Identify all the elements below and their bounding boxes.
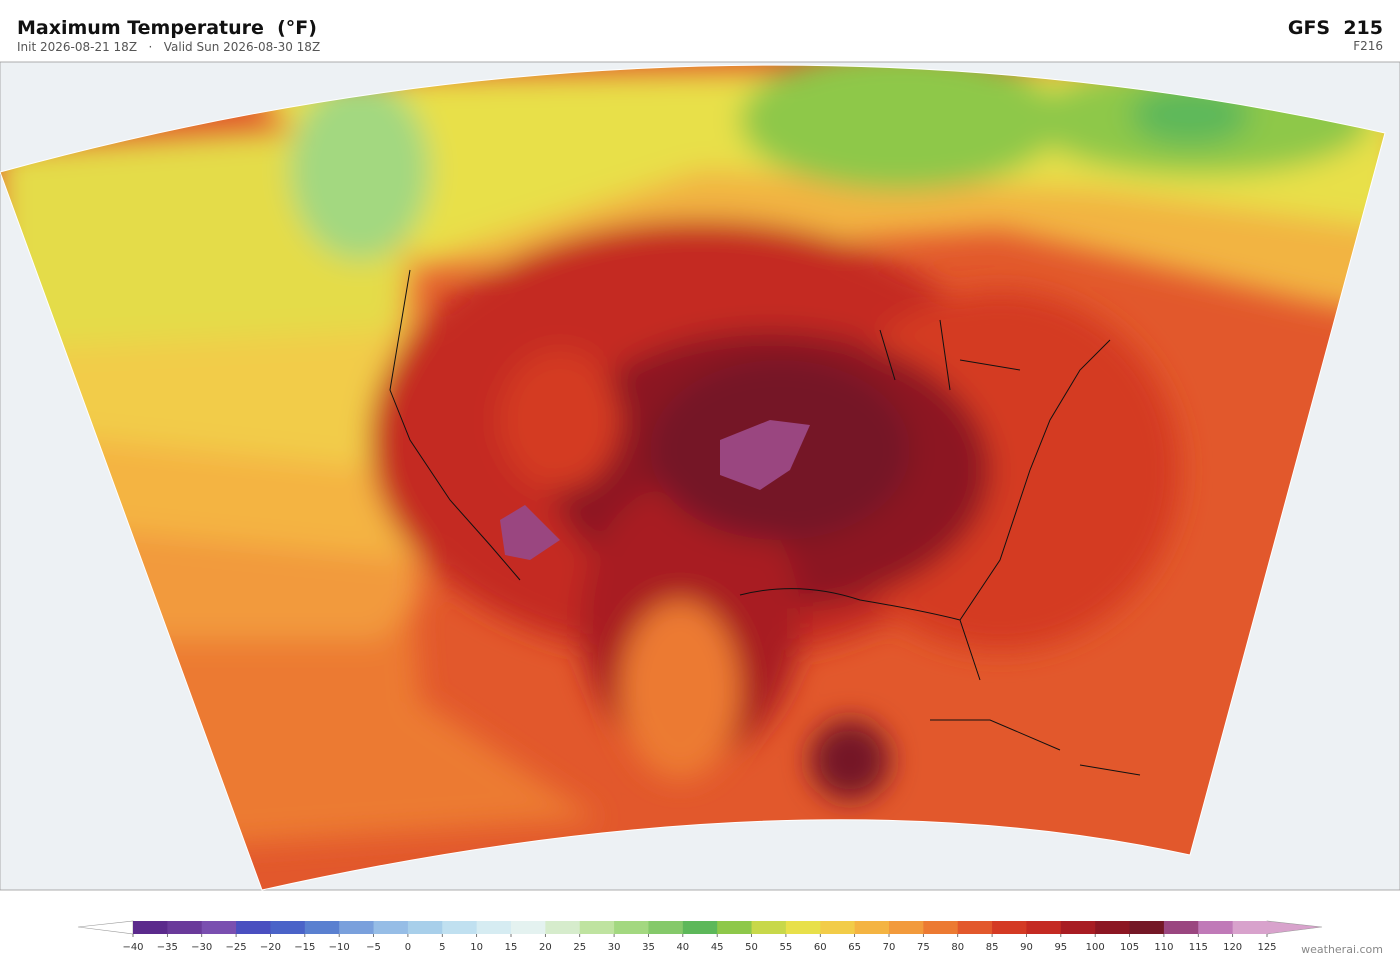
colorbar-tick-label: −35	[157, 942, 178, 953]
colorbar-tick-label: 100	[1086, 942, 1105, 953]
colorbar-tick-label: 65	[848, 942, 861, 953]
colorbar-tick-label: 20	[539, 942, 552, 953]
title: Maximum Temperature (°F)	[17, 17, 317, 39]
colorbar-bin	[339, 921, 375, 934]
colorbar-bin	[751, 921, 787, 934]
colorbar-bin	[820, 921, 856, 934]
colorbar-tick-label: 45	[711, 942, 724, 953]
colorbar-bin	[717, 921, 753, 934]
colorbar-tick-label: 5	[439, 942, 445, 953]
colorbar-bin	[373, 921, 409, 934]
colorbar-tick-label: 10	[470, 942, 483, 953]
colorbar-bin	[545, 921, 581, 934]
colorbar-tick-label: 70	[883, 942, 896, 953]
colorbar-bin	[1163, 921, 1199, 934]
colorbar-tick-label: 120	[1223, 942, 1242, 953]
colorbar-tick-label: 30	[608, 942, 621, 953]
colorbar-bin	[957, 921, 993, 934]
colorbar-tick-label: 60	[814, 942, 827, 953]
colorbar-bin	[682, 921, 718, 934]
map	[0, 61, 1400, 891]
colorbar-extend-high	[1266, 920, 1323, 935]
colorbar-bin	[511, 921, 546, 934]
colorbar-bin	[236, 921, 271, 934]
colorbar-bin	[889, 921, 924, 934]
colorbar-tick-label: 40	[676, 942, 689, 953]
colorbar-bin	[1060, 921, 1096, 934]
forecast-hour: F216	[1353, 39, 1383, 53]
colorbar-bin	[201, 921, 237, 934]
colorbar-extend-low	[77, 920, 134, 935]
colorbar-bin	[304, 921, 340, 934]
colorbar-tick-label: 85	[986, 942, 999, 953]
colorbar-bin	[1129, 921, 1165, 934]
colorbar-tick-label: −30	[191, 942, 212, 953]
colorbar-bin	[785, 921, 821, 934]
colorbar-tick-label: −5	[366, 942, 381, 953]
colorbar-bin	[167, 921, 203, 934]
watermark: weatherai.com	[1301, 943, 1383, 956]
model-label: GFS 215	[1288, 17, 1383, 39]
colorbar-bin	[1198, 921, 1234, 934]
colorbar-tick-label: 75	[917, 942, 930, 953]
colorbar-tick-label: −10	[329, 942, 350, 953]
colorbar-tick-label: 110	[1154, 942, 1173, 953]
colorbar: −40 −35 −30 −25 −20 −15 −10 −5 0 5 10 15 20 25 30 35 40 4…	[77, 920, 1323, 953]
colorbar-tick-label: −20	[260, 942, 281, 953]
colorbar-bin	[614, 921, 649, 934]
colorbar-tick-label: 90	[1020, 942, 1033, 953]
colorbar-bin	[579, 921, 615, 934]
colorbar-tick-label: 125	[1257, 942, 1276, 953]
colorbar-tick-label: 0	[405, 942, 411, 953]
colorbar-bin	[270, 921, 306, 934]
colorbar-tick-label: 50	[745, 942, 758, 953]
colorbar-tick-label: −15	[294, 942, 315, 953]
colorbar-bin	[1232, 921, 1268, 934]
colorbar-bin	[442, 921, 478, 934]
colorbar-tick-label: 105	[1120, 942, 1139, 953]
colorbar-bin	[133, 921, 168, 934]
colorbar-tick-label: −40	[122, 942, 143, 953]
colorbar-bin	[1026, 921, 1062, 934]
colorbar-tick-label: 95	[1054, 942, 1067, 953]
colorbar-tick-label: 35	[642, 942, 655, 953]
colorbar-tick-label: −25	[226, 942, 247, 953]
colorbar-tick-label: 55	[780, 942, 793, 953]
colorbar-tick-label: 15	[505, 942, 518, 953]
colorbar-bin	[1095, 921, 1131, 934]
colorbar-tick-label: 25	[573, 942, 586, 953]
colorbar-bin	[854, 921, 890, 934]
colorbar-bin	[992, 921, 1027, 934]
colorbar-tick-label: 80	[951, 942, 964, 953]
colorbar-tick-label: 115	[1189, 942, 1208, 953]
colorbar-bin	[407, 921, 443, 934]
subtitle: Init 2026-08-21 18Z · Valid Sun 2026-08-…	[17, 40, 320, 54]
colorbar-bin	[476, 921, 512, 934]
colorbar-bin	[923, 921, 959, 934]
colorbar-bin	[648, 921, 684, 934]
